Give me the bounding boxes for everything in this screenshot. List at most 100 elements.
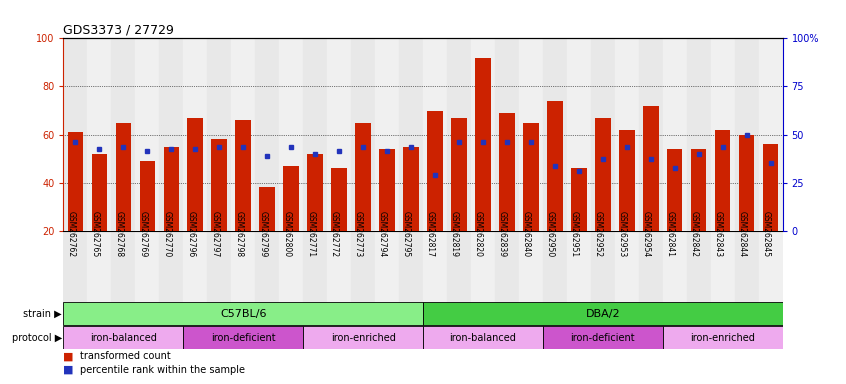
Bar [595, 118, 611, 231]
Bar [255, 231, 279, 302]
Bar [87, 231, 112, 302]
Text: protocol ▶: protocol ▶ [12, 333, 62, 343]
Text: DBA/2: DBA/2 [585, 309, 620, 319]
Text: GSM262819: GSM262819 [450, 211, 459, 257]
Bar [687, 231, 711, 302]
Text: iron-balanced: iron-balanced [90, 333, 157, 343]
Bar [112, 38, 135, 231]
Bar [662, 326, 783, 349]
Text: GSM262800: GSM262800 [283, 211, 291, 257]
Text: GSM262765: GSM262765 [91, 211, 99, 257]
Bar [739, 135, 755, 231]
Text: GSM262773: GSM262773 [354, 211, 363, 257]
Text: GSM262951: GSM262951 [570, 211, 579, 257]
Text: GSM262798: GSM262798 [234, 211, 244, 257]
Bar [543, 38, 567, 231]
Bar [207, 38, 231, 231]
Bar [63, 326, 184, 349]
Bar [255, 38, 279, 231]
Bar [332, 168, 347, 231]
Bar [471, 231, 495, 302]
Bar [687, 38, 711, 231]
Bar [375, 231, 399, 302]
Text: strain ▶: strain ▶ [23, 309, 62, 319]
Bar [447, 231, 471, 302]
Bar [615, 231, 639, 302]
Bar [667, 149, 683, 231]
Bar [763, 144, 778, 231]
Text: GSM262797: GSM262797 [211, 211, 219, 257]
Bar [615, 38, 639, 231]
Text: GSM262954: GSM262954 [642, 211, 651, 257]
Bar [523, 122, 539, 231]
Bar [68, 132, 83, 231]
Text: ■: ■ [63, 364, 74, 375]
Bar [619, 130, 634, 231]
Bar [283, 166, 299, 231]
Bar [260, 187, 275, 231]
Bar [63, 302, 423, 325]
Bar [519, 231, 543, 302]
Bar [451, 118, 467, 231]
Text: GSM262845: GSM262845 [761, 211, 771, 257]
Bar [184, 326, 303, 349]
Bar [184, 38, 207, 231]
Text: GSM262843: GSM262843 [714, 211, 722, 257]
Text: GSM262770: GSM262770 [162, 211, 171, 257]
Bar [643, 106, 658, 231]
Bar [734, 231, 759, 302]
Text: GSM262820: GSM262820 [474, 211, 483, 257]
Bar [639, 38, 662, 231]
Bar [279, 38, 303, 231]
Text: iron-deficient: iron-deficient [211, 333, 276, 343]
Text: GSM262796: GSM262796 [186, 211, 195, 257]
Bar [691, 149, 706, 231]
Bar [63, 231, 87, 302]
Bar [188, 118, 203, 231]
Bar [423, 302, 783, 325]
Bar [447, 38, 471, 231]
Bar [303, 231, 327, 302]
Bar [212, 139, 227, 231]
Bar [567, 231, 591, 302]
Bar [163, 147, 179, 231]
Bar [734, 38, 759, 231]
Bar [303, 38, 327, 231]
Text: GSM262839: GSM262839 [498, 211, 507, 257]
Bar [159, 38, 184, 231]
Bar [591, 38, 615, 231]
Bar [759, 38, 783, 231]
Text: GSM262799: GSM262799 [258, 211, 267, 257]
Bar [759, 231, 783, 302]
Bar [351, 231, 375, 302]
Bar [207, 231, 231, 302]
Bar [399, 231, 423, 302]
Text: GSM262772: GSM262772 [330, 211, 339, 257]
Bar [351, 38, 375, 231]
Bar [495, 38, 519, 231]
Bar [355, 122, 371, 231]
Bar [499, 113, 514, 231]
Bar [711, 231, 734, 302]
Bar [231, 38, 255, 231]
Bar [567, 38, 591, 231]
Text: GSM262953: GSM262953 [618, 211, 627, 257]
Bar [662, 231, 687, 302]
Bar [112, 231, 135, 302]
Bar [231, 231, 255, 302]
Bar [375, 38, 399, 231]
Bar [662, 38, 687, 231]
Bar [715, 130, 730, 231]
Text: ■: ■ [63, 351, 74, 361]
Bar [87, 38, 112, 231]
Bar [519, 38, 543, 231]
Text: iron-enriched: iron-enriched [331, 333, 396, 343]
Bar [63, 38, 87, 231]
Bar [327, 38, 351, 231]
Bar [404, 147, 419, 231]
Bar [379, 149, 395, 231]
Text: GSM262794: GSM262794 [378, 211, 387, 257]
Text: GSM262769: GSM262769 [139, 211, 147, 257]
Text: GSM262817: GSM262817 [426, 211, 435, 257]
Text: percentile rank within the sample: percentile rank within the sample [80, 364, 245, 375]
